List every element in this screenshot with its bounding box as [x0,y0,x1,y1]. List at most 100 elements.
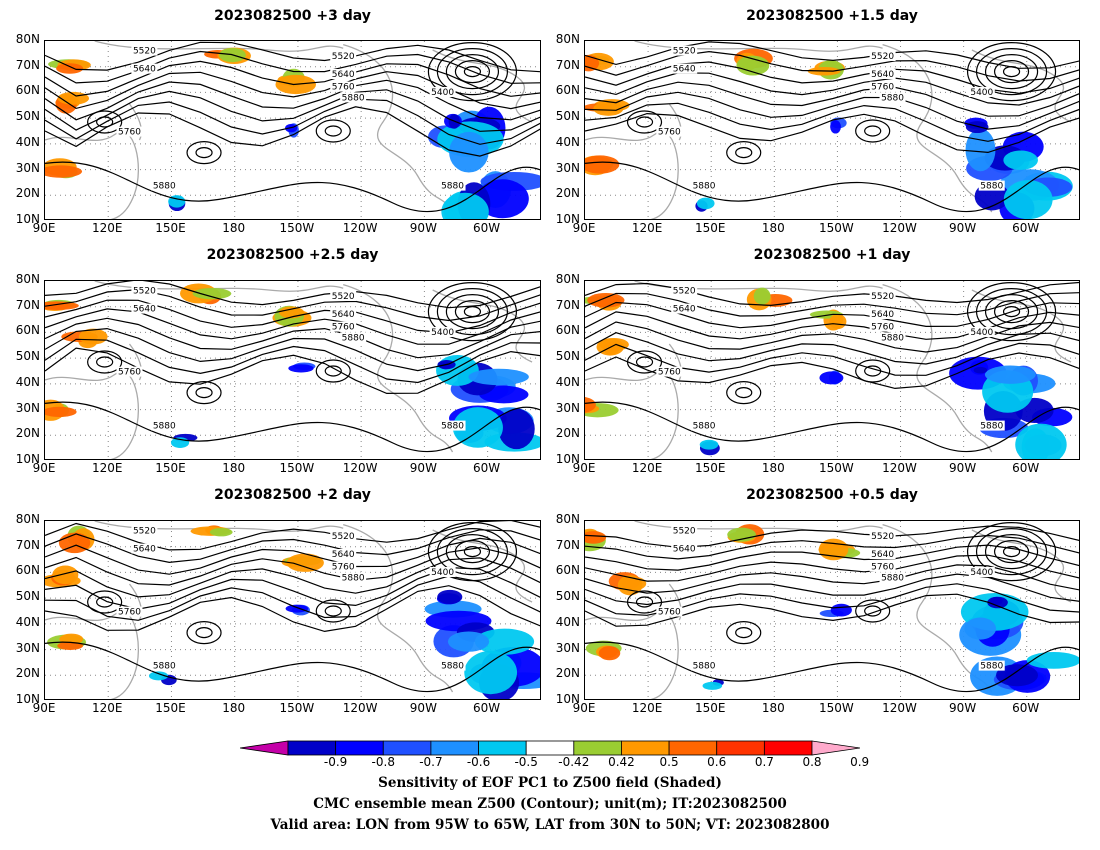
sensitivity-shade-positive [209,527,233,537]
colorbar-box [430,740,479,756]
contour-label: 5880 [980,422,1003,432]
lon-tick-label: 90E [572,461,596,475]
lat-tick-label: 20N [555,186,580,201]
colorbar-box [716,740,765,756]
closed-contour [864,125,882,137]
lat-tick-label: 10N [555,212,580,226]
contour-label-bg [656,126,683,137]
contour-label-bg [330,531,357,541]
lon-tick-label: 90W [409,461,437,475]
closed-contour [454,300,491,324]
closed-contour [195,626,213,639]
contour-label: 5640 [673,545,696,555]
lon-tick-label: 120E [631,221,663,235]
contour-label: 5520 [673,527,696,537]
closed-contour [87,110,123,134]
coastline [668,343,682,381]
sensitivity-shade-negative [964,617,997,640]
panel-title: 2023082500 +2.5 day [206,247,379,263]
lat-tick-label: 30N [15,640,40,655]
lat-tick-label: 60N [15,563,40,578]
lon-tick-label: 90W [409,701,437,715]
lon-tick-label: 180 [761,461,785,475]
closed-contour [735,386,753,399]
lon-tick-label: 150W [819,221,854,235]
lat-tick-label: 40N [555,614,580,629]
closed-contour [966,282,1057,342]
panel-title: 2023082500 +1.5 day [746,8,918,24]
contour-label: 5760 [332,563,355,573]
closed-contour [735,146,753,159]
colorbar-box [287,740,337,756]
lon-tick-label: 180 [222,221,246,235]
sensitivity-shade-negative [288,364,314,373]
coastline [432,49,533,123]
contour-label: 5520 [871,292,894,302]
closed-contour [324,125,342,137]
closed-contour [855,599,891,623]
colorbar-box [573,740,622,756]
closed-contour [186,620,222,645]
lat-tick-label: 10N [15,452,40,466]
lon-tick-label: 90E [32,221,56,235]
closed-contour [855,119,891,143]
z500-contour [45,521,540,551]
lat-tick-label: 20N [15,186,40,201]
colorbar-box [525,740,575,756]
colorbar-right-triangle [811,740,861,756]
colorbar-label: -0.6 [466,755,491,769]
contour-label: 5880 [980,182,1003,192]
closed-contour [427,282,518,342]
lon-tick-label: 60W [1012,461,1040,475]
contour-label-bg [330,309,357,319]
contour-label: 5760 [658,368,681,378]
sensitivity-shade-negative [1015,423,1067,459]
lon-tick-label: 150W [819,461,854,475]
caption-line2: CMC ensemble mean Z500 (Contour); unit(m… [313,796,787,812]
coastline [343,43,454,213]
panel-title: 2023082500 +0.5 day [746,487,918,503]
colorbar-box [478,740,527,756]
contour-label-bg [879,572,906,583]
z500-contour [45,71,540,110]
z500-contour [45,347,540,395]
lon-tick-label: 150E [694,221,726,235]
contour-label-bg [869,549,896,559]
coastline [971,529,1072,603]
contour-label: 5880 [342,333,365,343]
contour-label: 5520 [871,52,894,62]
z500-contour [45,89,540,132]
sensitivity-shade-negative [965,121,989,134]
closed-contour [735,626,753,639]
lat-tick-label: 50N [15,349,40,364]
contour-label-bg [116,366,143,377]
map-panel: 5520 5640 5520 5640 5760 5880 5760 5880 5880 5400 [584,520,1080,700]
sensitivity-shade-negative [702,681,723,690]
z500-contour [585,573,1079,606]
sensitivity-shade-negative [437,589,463,605]
sensitivity-shade-negative [441,192,489,219]
sensitivity-shade-negative [696,197,715,210]
closed-contour [96,596,114,608]
closed-contour [1002,66,1021,78]
closed-contour [87,590,123,614]
contour-label-bg [869,561,896,572]
coastline [45,611,140,699]
coastline [45,131,140,219]
lon-tick-label: 90W [949,461,977,475]
closed-contour [993,540,1030,564]
contour-label: 5880 [881,333,904,343]
colorbar-label: -0.8 [371,755,395,769]
lat-tick-label: 40N [15,614,40,629]
z500-contour [585,301,1079,329]
colorbar-label: 0.8 [802,755,822,769]
lon-tick-label: 90E [32,701,56,715]
closed-contour [626,350,663,374]
closed-contour [1002,546,1021,558]
contour-label: 5640 [332,550,355,560]
sensitivity-shade-positive [286,553,324,572]
z500-contour [585,401,1079,453]
contour-label-bg [671,303,698,314]
